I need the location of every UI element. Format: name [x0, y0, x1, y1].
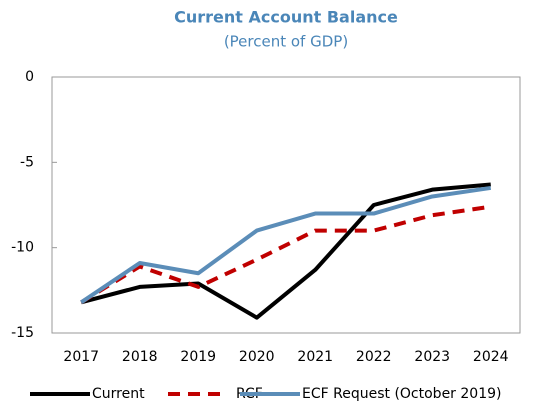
- y-tick-label: -10: [11, 240, 34, 256]
- x-tick-label: 2024: [473, 349, 509, 365]
- x-tick-label: 2023: [414, 349, 450, 365]
- x-tick-label: 2018: [122, 349, 158, 365]
- chart-title: Current Account Balance: [174, 8, 398, 27]
- series-line: [80, 204, 492, 304]
- x-tick-label: 2017: [63, 349, 99, 365]
- y-tick-label: -5: [20, 154, 34, 170]
- x-tick-label: 2021: [297, 349, 333, 365]
- x-tick-label: 2020: [239, 349, 275, 365]
- y-tick-label: -15: [11, 325, 34, 341]
- plot-frame: [51, 76, 521, 334]
- series-line: [80, 182, 491, 320]
- x-tick-label: 2022: [356, 349, 392, 365]
- series-line: [80, 185, 492, 304]
- x-tick-label: 2019: [180, 349, 216, 365]
- legend-label: Current: [92, 386, 145, 402]
- chart-subtitle: (Percent of GDP): [224, 33, 348, 51]
- y-tick-label: 0: [25, 69, 34, 85]
- legend-label: ECF Request (October 2019): [302, 386, 501, 402]
